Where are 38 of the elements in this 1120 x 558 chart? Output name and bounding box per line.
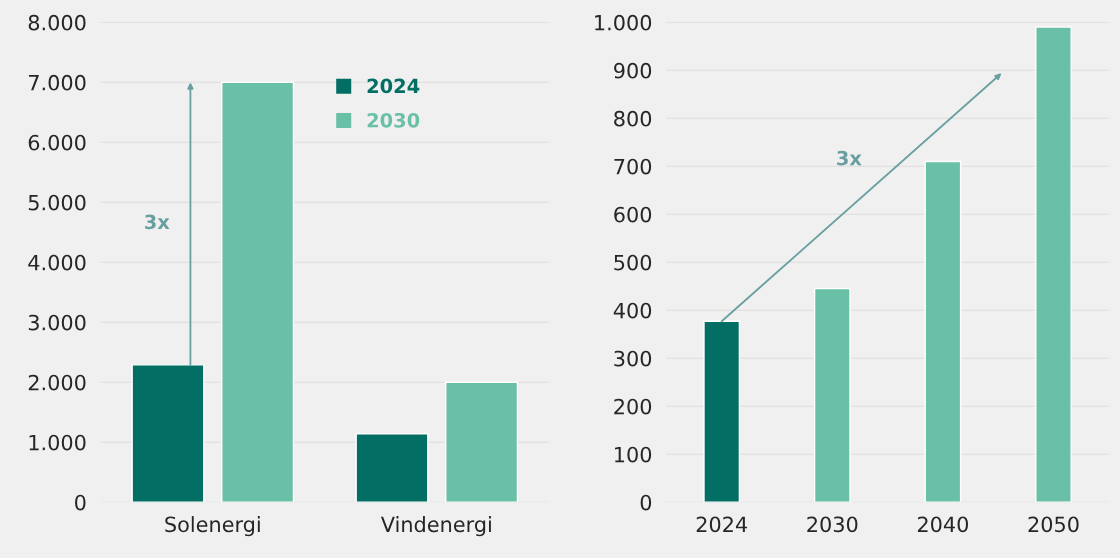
y-tick-label: 1.000 [595, 14, 652, 31]
legend-label: 2030 [367, 112, 420, 128]
annotation: 3x [837, 150, 862, 166]
annotation: 3x [145, 214, 170, 230]
x-tick-label: 2040 [917, 516, 969, 533]
y-tick-label: 600 [614, 206, 652, 223]
y-tick-label: 4.000 [28, 254, 86, 271]
bar [445, 381, 519, 503]
x-tick-label: 2030 [807, 516, 858, 533]
bar [131, 364, 205, 503]
bar [703, 320, 741, 503]
y-tick-label: 1.000 [29, 434, 86, 451]
y-tick-label: 900 [614, 62, 652, 79]
y-tick-label: 400 [613, 302, 652, 319]
y-tick-label: 5.000 [28, 194, 86, 211]
y-tick-label: 2.000 [28, 374, 86, 391]
y-tick-label: 7.000 [28, 74, 86, 91]
x-tick-label: 2050 [1028, 516, 1079, 533]
x-tick-label: Solenergi [165, 516, 260, 537]
y-tick-label: 100 [615, 446, 652, 463]
bar [813, 287, 851, 503]
y-tick-label: 300 [614, 350, 652, 367]
y-tick-label: 6.000 [28, 134, 86, 151]
bar [1035, 26, 1072, 503]
legend-label: 2024 [367, 78, 420, 94]
bar [924, 160, 962, 503]
y-tick-label: 200 [614, 398, 652, 415]
y-tick-label: 3.000 [28, 314, 86, 331]
y-tick-label: 500 [614, 254, 652, 271]
x-tick-label: Vindenergi [380, 516, 491, 537]
y-tick-label: 800 [614, 110, 652, 127]
bar [355, 433, 429, 503]
y-tick-label: 0 [640, 494, 652, 511]
bar [221, 81, 295, 503]
x-tick-label: 2024 [696, 516, 748, 533]
y-tick-label: 700 [614, 158, 652, 175]
y-tick-label: 8.000 [28, 14, 86, 31]
y-tick-label: 0 [75, 494, 86, 511]
